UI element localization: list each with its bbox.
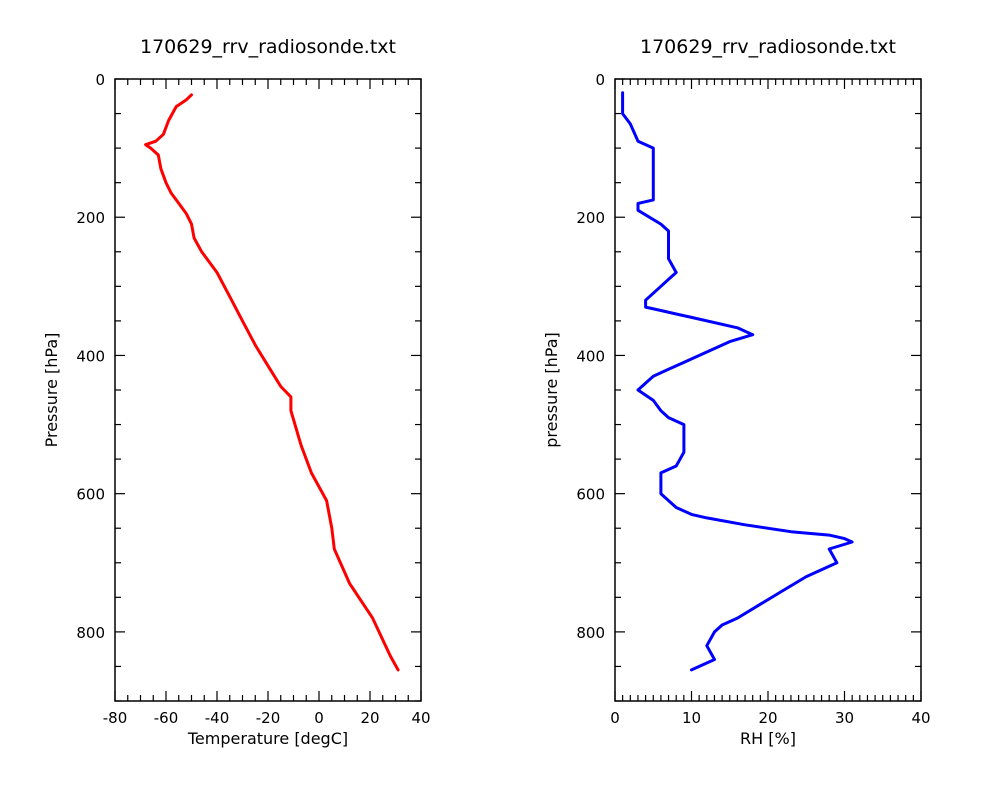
humidity-ticks — [614, 78, 922, 702]
temperature-x-tick-label: -60 — [154, 709, 179, 727]
humidity-y-tick-label: 0 — [595, 71, 605, 89]
humidity-y-axis-label: pressure [hPa] — [542, 332, 561, 448]
humidity-x-tick-label: 0 — [610, 709, 620, 727]
humidity-y-tick-label: 800 — [576, 624, 605, 642]
humidity-x-tick-label: 20 — [758, 709, 777, 727]
temperature-y-tick-label: 400 — [76, 347, 105, 365]
humidity-x-tick-label: 30 — [835, 709, 854, 727]
temperature-x-tick-label: 40 — [411, 709, 430, 727]
temperature-x-tick-label: -20 — [256, 709, 281, 727]
temperature-x-tick-label: -40 — [205, 709, 230, 727]
humidity-series-group — [621, 91, 854, 672]
humidity-x-tick-label: 10 — [682, 709, 701, 727]
humidity-y-tick-label: 200 — [576, 209, 605, 227]
humidity-y-tick-label: 400 — [576, 347, 605, 365]
temperature-profile-line — [144, 93, 400, 672]
humidity-panel: 170629_rrv_radiosonde.txt 0 10 20 30 4002004… — [542, 36, 931, 748]
temperature-series-group — [144, 93, 400, 672]
humidity-chart-title: 170629_rrv_radiosonde.txt — [640, 36, 896, 58]
temperature-x-tick-label: 20 — [360, 709, 379, 727]
temperature-panel: 170629_rrv_radiosonde.txt -80 -60 -40 -20 0 2… — [42, 36, 431, 748]
temperature-y-axis-label: Pressure [hPa] — [42, 333, 61, 448]
temperature-x-axis-label: Temperature [degC] — [187, 729, 348, 748]
temperature-x-tick-label: -80 — [103, 709, 128, 727]
humidity-x-axis-label: RH [%] — [740, 729, 796, 748]
temperature-chart-title: 170629_rrv_radiosonde.txt — [140, 36, 396, 58]
temperature-y-tick-label: 800 — [76, 624, 105, 642]
humidity-y-tick-label: 600 — [576, 486, 605, 504]
temperature-ticks — [114, 78, 422, 702]
temperature-x-tick-label: 0 — [314, 709, 324, 727]
temperature-y-tick-label: 0 — [95, 71, 105, 89]
temperature-y-tick-label: 200 — [76, 209, 105, 227]
humidity-profile-line — [621, 91, 854, 672]
temperature-y-tick-label: 600 — [76, 486, 105, 504]
humidity-x-tick-label: 40 — [911, 709, 930, 727]
